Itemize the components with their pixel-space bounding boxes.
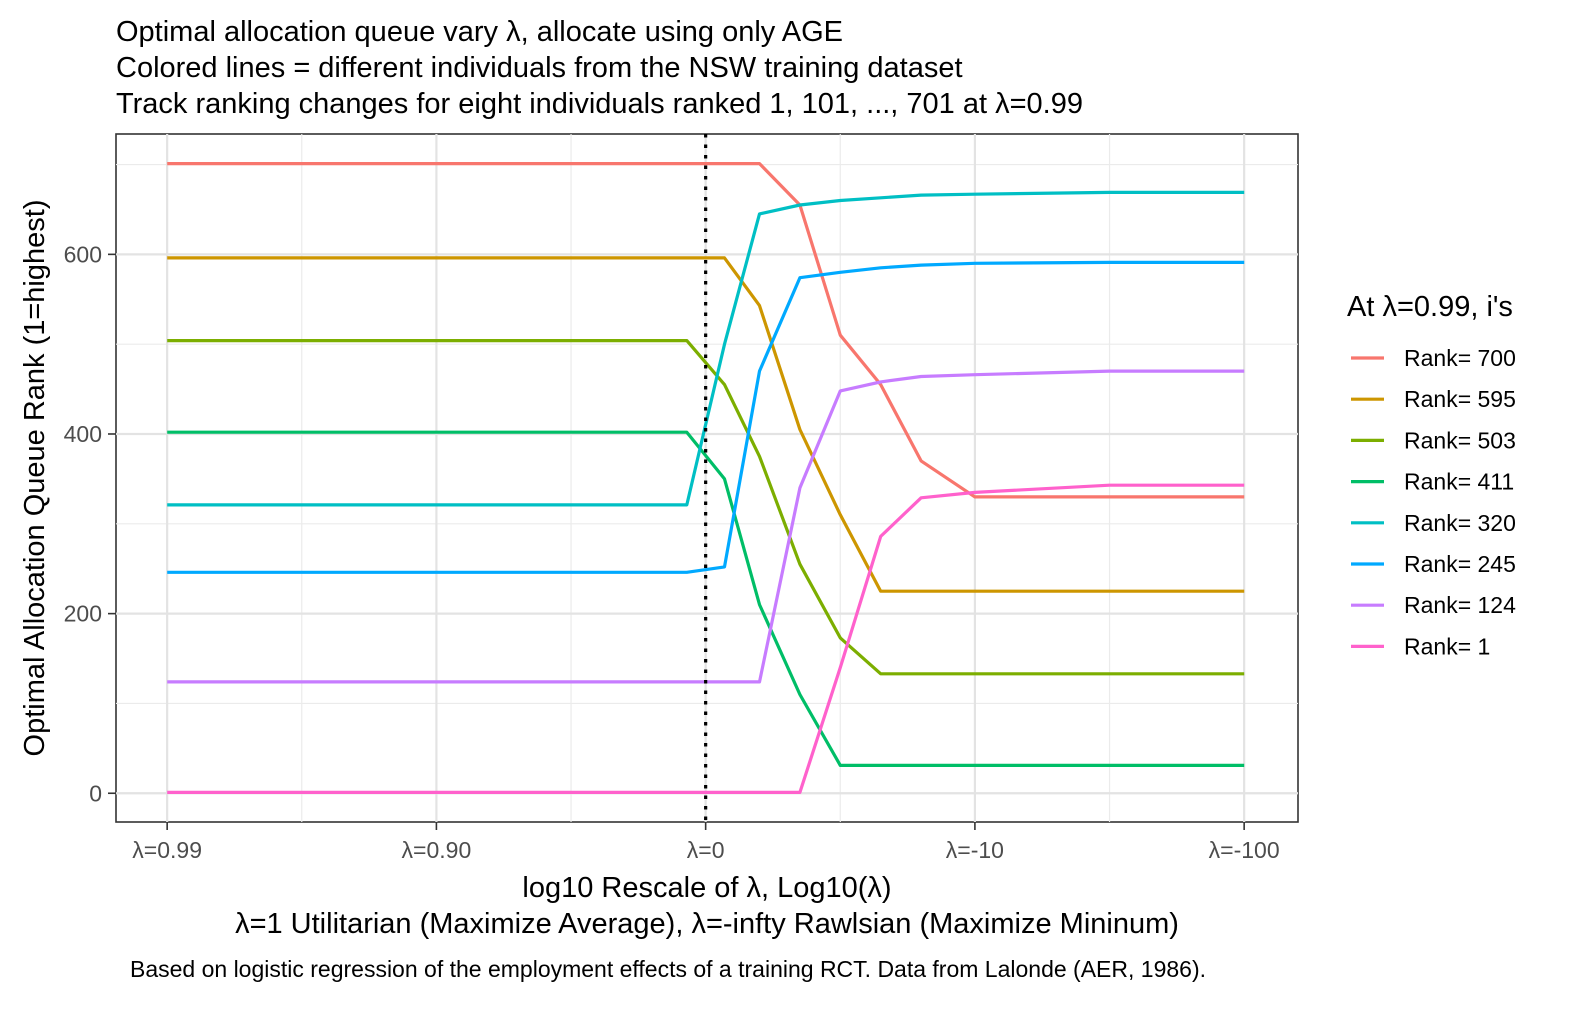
- y-tick-label: 600: [64, 241, 102, 267]
- y-tick-label: 200: [64, 601, 102, 627]
- series-line-124: [167, 369, 1245, 684]
- series-line-595: [167, 256, 1245, 593]
- y-axis-title: Optimal Allocation Queue Rank (1=highest…: [19, 200, 51, 757]
- title-line-1: Optimal allocation queue vary λ, allocat…: [116, 16, 843, 48]
- x-axis-title: log10 Rescale of λ, Log10(λ): [522, 872, 891, 904]
- legend: At λ=0.99, i's Rank= 700 Rank= 595 Rank= 5…: [1347, 291, 1516, 659]
- legend-label-1: Rank= 1: [1404, 633, 1490, 659]
- y-axis: 0 200 400 600: [64, 241, 116, 806]
- title-line-2: Colored lines = different individuals fr…: [116, 52, 963, 84]
- legend-label-595: Rank= 595: [1404, 386, 1516, 412]
- x-tick-label: λ=-10: [946, 837, 1004, 863]
- y-tick-label: 400: [64, 421, 102, 447]
- x-axis-subtitle: λ=1 Utilitarian (Maximize Average), λ=-i…: [235, 908, 1179, 940]
- x-tick-label: λ=-100: [1209, 837, 1280, 863]
- chart-title: Optimal allocation queue vary λ, allocat…: [116, 16, 1083, 120]
- legend-title: At λ=0.99, i's: [1347, 291, 1513, 323]
- x-tick-label: λ=0.90: [402, 837, 472, 863]
- series-line-503: [167, 339, 1245, 676]
- x-tick-label: λ=0.99: [132, 837, 202, 863]
- x-tick-label: λ=0: [687, 837, 725, 863]
- legend-label-320: Rank= 320: [1404, 510, 1516, 536]
- x-axis: λ=0.99 λ=0.90 λ=0 λ=-10 λ=-100: [132, 822, 1280, 863]
- series-line-320: [167, 190, 1245, 507]
- legend-label-245: Rank= 245: [1404, 551, 1516, 577]
- series-lines: [167, 162, 1245, 795]
- plot-panel: [115, 133, 1299, 823]
- series-line-1: [167, 483, 1245, 795]
- legend-label-700: Rank= 700: [1404, 345, 1516, 371]
- legend-label-503: Rank= 503: [1404, 427, 1516, 453]
- title-line-3: Track ranking changes for eight individu…: [116, 88, 1083, 120]
- series-line-700: [167, 162, 1245, 499]
- series-line-245: [167, 260, 1245, 574]
- chart-caption: Based on logistic regression of the empl…: [130, 956, 1206, 982]
- legend-label-411: Rank= 411: [1404, 469, 1514, 495]
- legend-label-124: Rank= 124: [1404, 592, 1516, 618]
- grid-lines: [116, 134, 1298, 822]
- y-tick-label: 0: [89, 780, 102, 806]
